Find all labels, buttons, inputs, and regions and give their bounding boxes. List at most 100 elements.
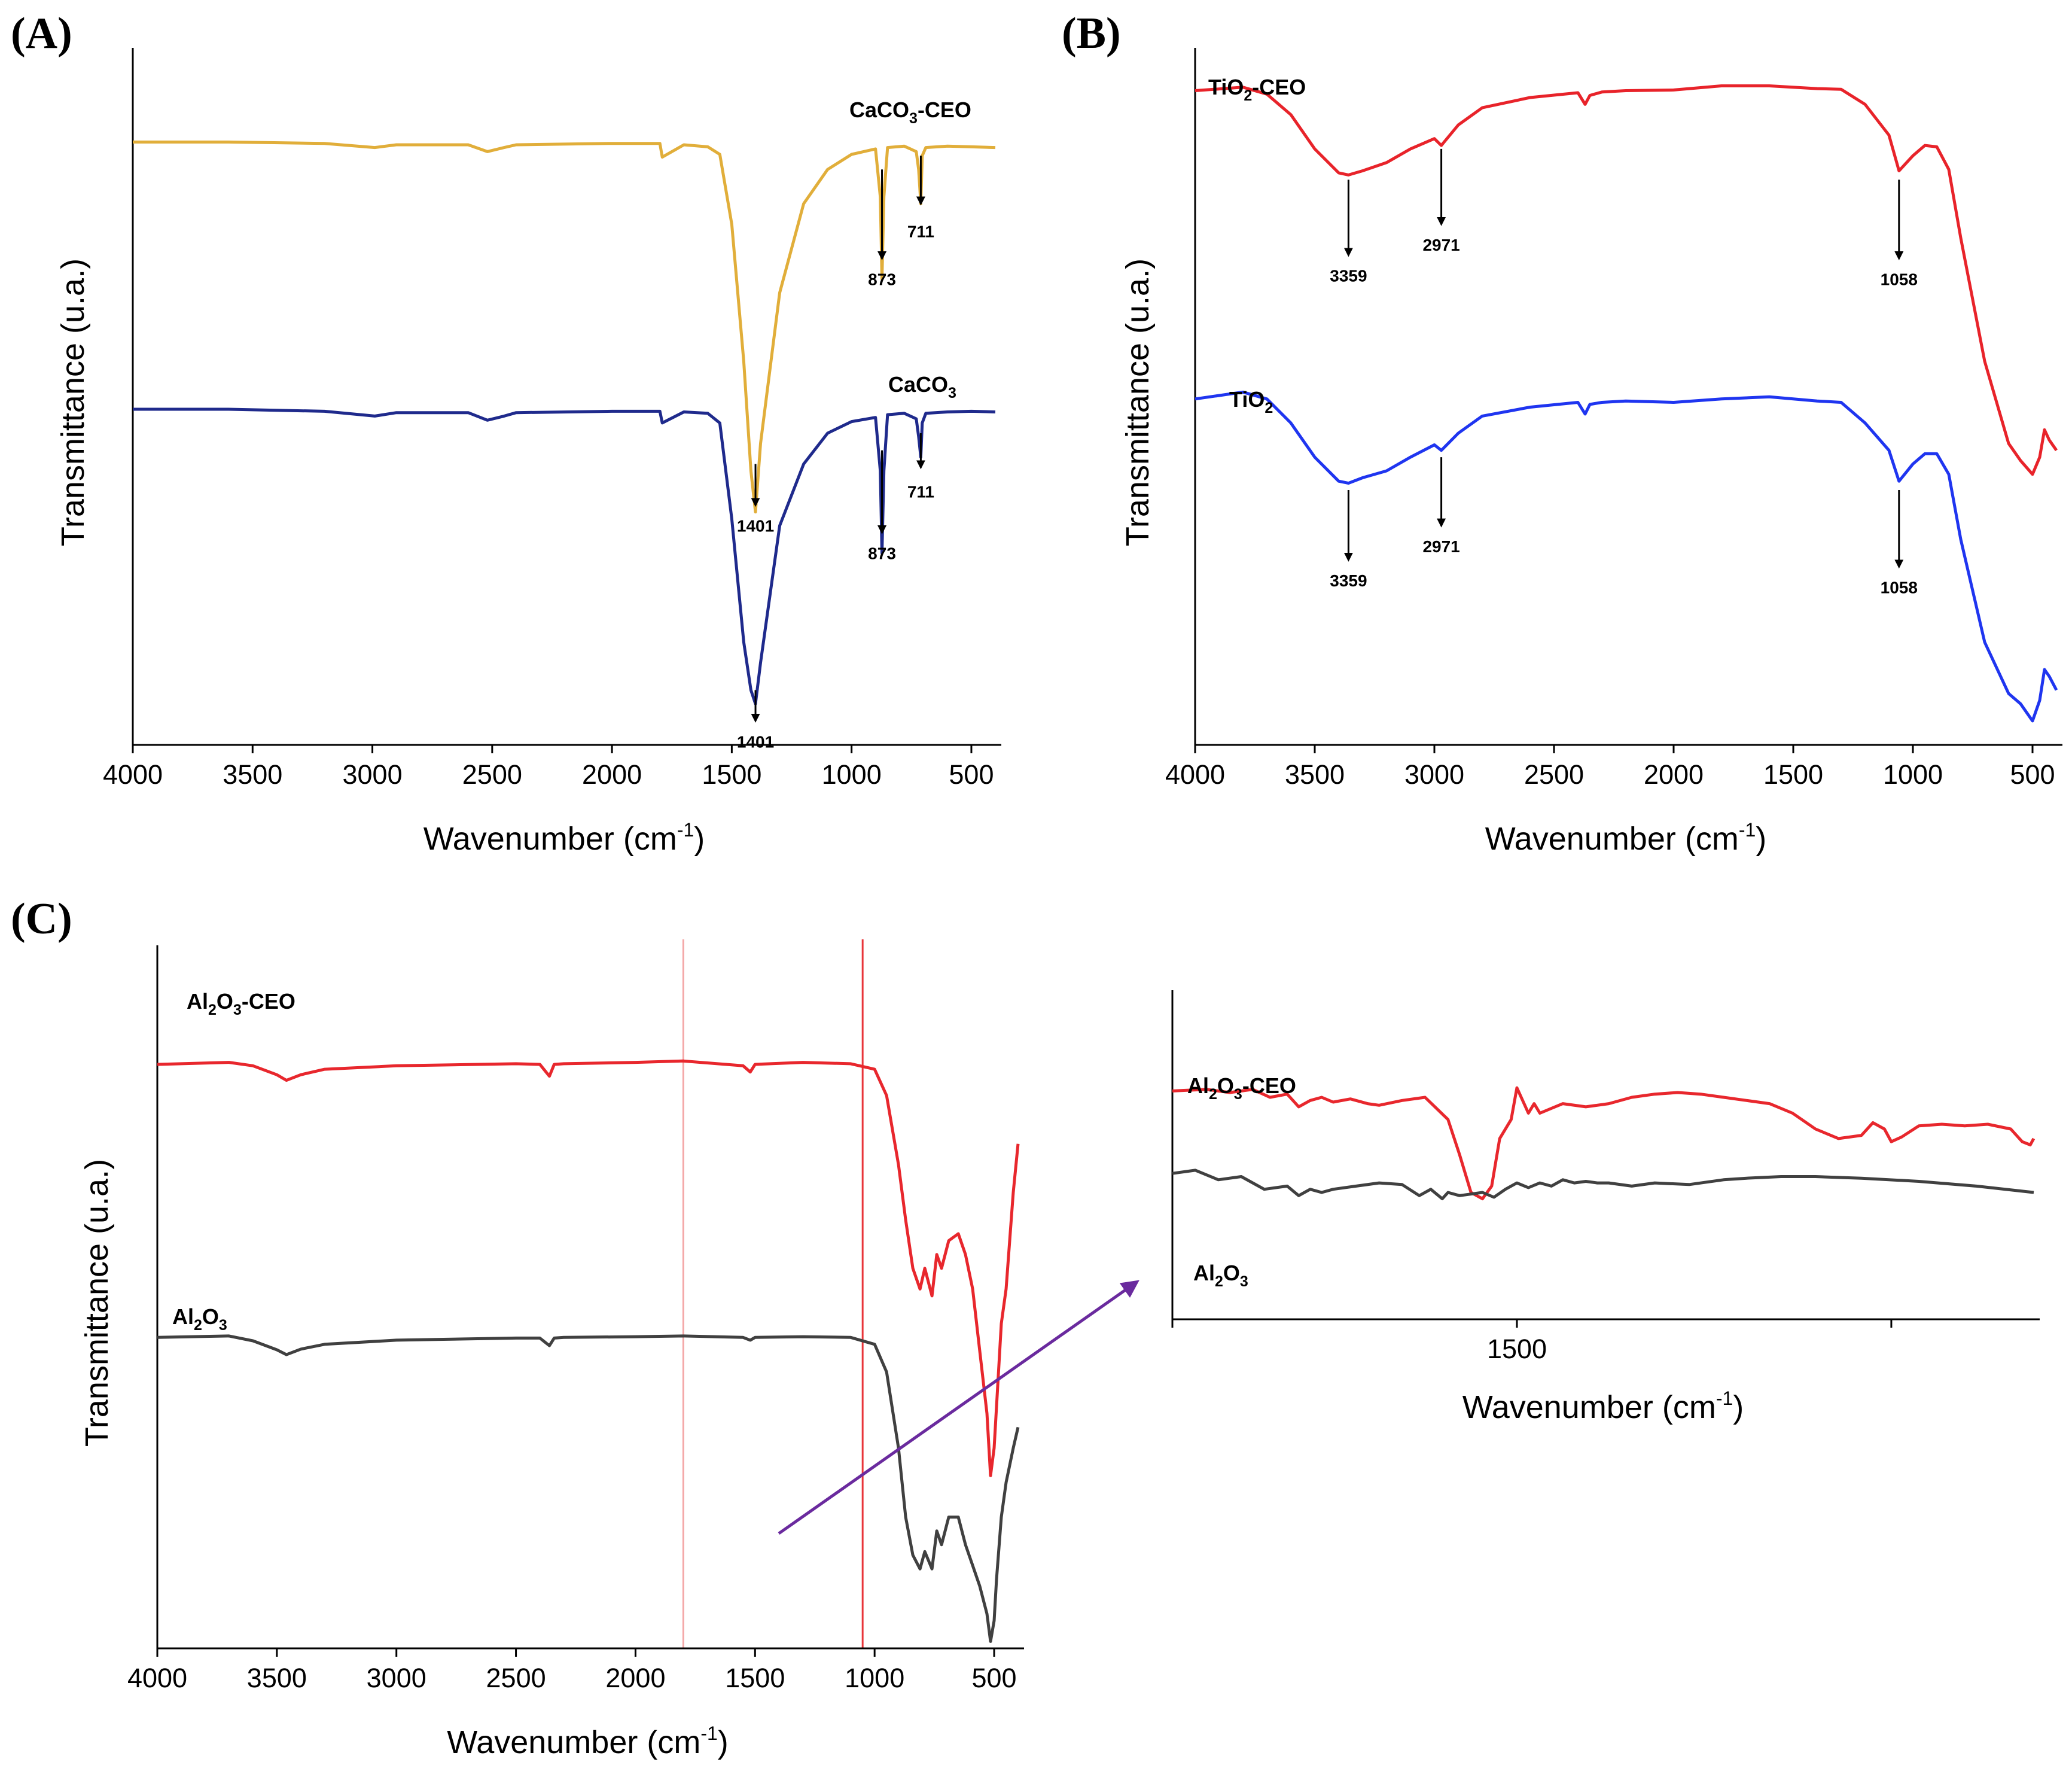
x-axis-title-sup: -1 (700, 1723, 717, 1744)
peak-label: 711 (907, 482, 934, 501)
series-label-sub: 2 (1209, 1086, 1217, 1103)
x-tick-label: 2500 (1524, 759, 1584, 790)
x-tick-label: 4000 (1165, 759, 1225, 790)
series-label-main: Al (172, 1304, 194, 1329)
series-label-sub: 2 (1264, 400, 1273, 416)
x-tick-label: 2500 (462, 759, 522, 790)
x-tick-label: 500 (949, 759, 994, 790)
x-tick-label: 1500 (1763, 759, 1823, 790)
series-label-mid: O (202, 1304, 219, 1329)
x-axis-title: Wavenumber (cm-1) (423, 819, 705, 857)
y-axis-title: Transmittance (u.a.) (79, 1159, 115, 1447)
x-tick-label: 500 (971, 1663, 1016, 1693)
series-label: TiO2-CEO (1208, 75, 1306, 104)
x-tick-label: 1500 (1487, 1334, 1547, 1364)
series-label-sub: 3 (948, 385, 956, 401)
series-label: CaCO3-CEO (849, 98, 971, 127)
series-label: Al2O3-CEO (187, 989, 295, 1018)
x-tick-label: 1500 (702, 759, 761, 790)
panel-letter: (A) (11, 9, 72, 58)
series-line-TiO2 (1195, 390, 2058, 723)
x-axis-title-sup: -1 (1716, 1387, 1733, 1409)
series-label-sub2: 3 (1240, 1273, 1248, 1290)
peak-label: 3359 (1330, 267, 1367, 285)
series-line-Al2O3 (157, 1334, 1020, 1643)
x-tick-label: 3500 (247, 1663, 307, 1693)
x-tick-label: 1000 (1883, 759, 1943, 790)
series-label-sub: 2 (194, 1317, 202, 1334)
x-axis-title-sup: -1 (677, 819, 694, 841)
x-tick-label: 2000 (605, 1663, 665, 1693)
series-label-sub: 2 (1244, 87, 1252, 104)
series-label-main: TiO (1208, 75, 1244, 99)
x-axis-title-close: ) (694, 821, 705, 857)
y-axis-title: Transmittance (u.a.) (1120, 258, 1156, 546)
x-tick-label: 2500 (486, 1663, 546, 1693)
x-axis-title-text: Wavenumber (cm (447, 1724, 700, 1760)
x-tick-label: 500 (2010, 759, 2055, 790)
x-tick-label: 2000 (582, 759, 642, 790)
x-axis-title-close: ) (718, 1724, 729, 1760)
series-label: Al2O3 (172, 1304, 227, 1334)
series-label-mid: O (1223, 1261, 1240, 1285)
x-axis-title: Wavenumber (cm-1) (447, 1723, 729, 1760)
series-label-sub: 2 (1215, 1273, 1223, 1290)
x-tick-label: 3000 (367, 1663, 426, 1693)
series-label-suffix: -CEO (1242, 1073, 1296, 1098)
x-tick-label: 3000 (343, 759, 403, 790)
peak-label: 873 (868, 270, 896, 288)
x-axis-title-text: Wavenumber (cm (1485, 821, 1739, 857)
series-label-main: CaCO (888, 372, 948, 397)
x-tick-label: 2000 (1644, 759, 1704, 790)
series-label: CaCO3 (888, 372, 956, 401)
series-line-Al2O3-CEO (1172, 1086, 2036, 1201)
series-label-suffix: -CEO (242, 989, 295, 1014)
series-label-main: CaCO (849, 98, 909, 122)
series-label-suffix: -CEO (1252, 75, 1306, 99)
panel-0: (A) 4000 3500 3000 2500 2000 1500 1000 500 Wavenu… (11, 9, 1001, 857)
series-label-sub2: 3 (219, 1317, 227, 1334)
panel-letter: (C) (11, 894, 72, 944)
peak-label: 1401 (737, 732, 774, 751)
series-label-main: TiO (1229, 387, 1264, 412)
series-line-Al2O3-CEO (157, 1059, 1020, 1477)
series-label-mid: O (1217, 1073, 1234, 1098)
peak-label: 1058 (1881, 579, 1918, 597)
series-label-main: Al (1187, 1073, 1209, 1098)
x-tick-label: 1000 (822, 759, 882, 790)
x-axis-title-close: ) (1756, 821, 1766, 857)
series-line-Al2O3 (1172, 1169, 2034, 1201)
panel-1: (B) 4000 3500 3000 2500 2000 1500 1000 500 Wavenu… (1062, 9, 2062, 857)
peak-label: 2971 (1422, 236, 1459, 254)
x-axis-title-text: Wavenumber (cm (1462, 1389, 1716, 1425)
panel-letter: (B) (1062, 9, 1121, 58)
peak-label: 711 (907, 222, 934, 241)
peak-label: 873 (868, 544, 896, 562)
peak-label: 3359 (1330, 571, 1367, 590)
x-tick-label: 1000 (845, 1663, 904, 1693)
x-tick-label: 4000 (127, 1663, 187, 1693)
x-tick-label: 3000 (1404, 759, 1464, 790)
x-tick-label: 4000 (103, 759, 163, 790)
x-tick-label: 3500 (223, 759, 282, 790)
series-label-sub: 2 (208, 1002, 217, 1018)
panel-2: (C) 4000 3500 3000 2500 2000 1500 1000 500 Wavenu… (11, 894, 1024, 1760)
peak-label: 1058 (1881, 270, 1918, 288)
x-axis-title: Wavenumber (cm-1) (1462, 1387, 1744, 1425)
series-label-main: Al (1193, 1261, 1215, 1285)
series-line-TiO2-CEO (1195, 84, 2058, 476)
series-label: Al2O3 (1193, 1261, 1248, 1290)
series-label-sub2: 3 (233, 1002, 242, 1018)
x-axis-title-sup: -1 (1739, 819, 1756, 841)
x-tick-label: 3500 (1285, 759, 1345, 790)
series-label-sub: 3 (909, 110, 918, 127)
series-label-sub2: 3 (1234, 1086, 1242, 1103)
series-line-CaCO3 (133, 407, 996, 705)
series-line-CaCO3-CEO (133, 140, 996, 514)
series-label: TiO2 (1229, 387, 1273, 416)
series-label: Al2O3-CEO (1187, 1073, 1296, 1103)
peak-label: 2971 (1422, 537, 1459, 556)
series-label-main: Al (187, 989, 208, 1014)
